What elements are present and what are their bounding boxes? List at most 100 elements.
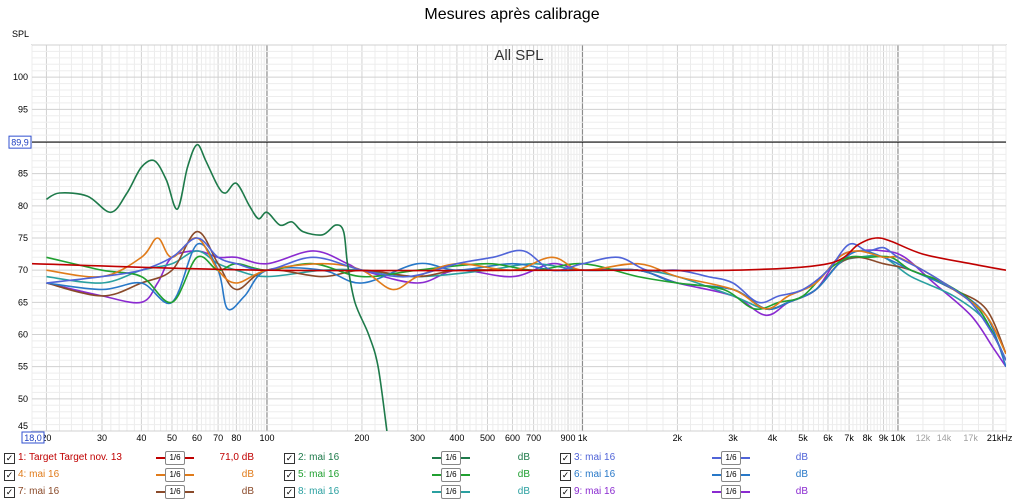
- y-tick-label: 85: [18, 169, 28, 179]
- legend-item: ✓ 1: Target Target nov. 13: [4, 450, 144, 466]
- x-tick-label: 80: [231, 433, 241, 443]
- x-tick-label: 1k: [578, 433, 588, 443]
- smoothing-label: 1/6: [165, 468, 185, 482]
- legend-label: 7: mai 16: [18, 486, 60, 497]
- cursor-x-box[interactable]: [21, 431, 45, 444]
- y-tick-label: 50: [18, 394, 28, 404]
- legend-smoothing-button[interactable]: 1/6: [432, 468, 470, 482]
- legend-item: ✓ 6: mai 16: [560, 467, 700, 483]
- smoothing-label: 1/6: [721, 485, 741, 499]
- legend-checkbox[interactable]: ✓: [560, 470, 571, 481]
- series-1-curve: [32, 237, 1006, 272]
- legend-checkbox[interactable]: ✓: [560, 453, 571, 464]
- smoothing-label: 1/6: [721, 468, 741, 482]
- x-tick-label: 7k: [844, 433, 854, 443]
- x-tick-label: 14k: [937, 433, 952, 443]
- y-tick-label: 55: [18, 362, 28, 372]
- legend-row: ✓ 1: Target Target nov. 13 1/6 71,0 dB ✓ 2: m…: [0, 450, 1024, 466]
- x-tick-label: 9k: [879, 433, 889, 443]
- legend-label: 5: mai 16: [298, 469, 340, 480]
- legend-smoothing-button[interactable]: 1/6: [432, 485, 470, 499]
- legend-checkbox[interactable]: ✓: [4, 470, 15, 481]
- cursor-y-label: 89,9: [11, 138, 29, 148]
- x-tick-label: 400: [449, 433, 464, 443]
- legend-item: ✓ 4: mai 16: [4, 467, 144, 483]
- legend-db-value: dB: [795, 452, 808, 463]
- legend-smoothing-button[interactable]: 1/6: [712, 451, 750, 465]
- x-tick-label: 10k: [891, 433, 906, 443]
- legend-checkbox[interactable]: ✓: [284, 487, 295, 498]
- x-tick-label: 30: [97, 433, 107, 443]
- grid: [31, 44, 1007, 432]
- legend-label: 6: mai 16: [574, 469, 616, 480]
- legend-item: ✓ 3: mai 16: [560, 450, 700, 466]
- x-tick-label: 500: [480, 433, 495, 443]
- x-tick-label: 300: [410, 433, 425, 443]
- legend-item: ✓ 7: mai 16: [4, 484, 144, 500]
- series-3-curve: [46, 237, 1006, 361]
- y-tick-label: 80: [18, 201, 28, 211]
- x-tick-label: 70: [213, 433, 223, 443]
- x-tick-label: 20: [41, 433, 51, 443]
- x-tick-label: 21kHz: [987, 433, 1013, 443]
- smoothing-label: 1/6: [721, 451, 741, 465]
- x-tick-label: 8k: [863, 433, 873, 443]
- smoothing-label: 1/6: [441, 468, 461, 482]
- legend-label: 3: mai 16: [574, 452, 616, 463]
- cursor-x-label: 18,0: [24, 433, 42, 443]
- x-tick-label: 12k: [916, 433, 931, 443]
- legend-label: 4: mai 16: [18, 469, 60, 480]
- x-tick-label: 900: [561, 433, 576, 443]
- legend-smoothing-button[interactable]: 1/6: [432, 451, 470, 465]
- legend-checkbox[interactable]: ✓: [4, 487, 15, 498]
- legend-row: ✓ 4: mai 16 1/6 dB ✓ 5: mai 16 1/6 dB ✓ 6: mai 16…: [0, 467, 1024, 483]
- x-tick-label: 17k: [963, 433, 978, 443]
- legend-smoothing-button[interactable]: 1/6: [156, 451, 194, 465]
- x-tick-label: 60: [192, 433, 202, 443]
- x-tick-label: 6k: [823, 433, 833, 443]
- y-tick-label: 75: [18, 233, 28, 243]
- legend-label: 2: mai 16: [298, 452, 340, 463]
- x-tick-label: 3k: [728, 433, 738, 443]
- series-2-curve: [45, 143, 388, 431]
- legend-checkbox[interactable]: ✓: [4, 453, 15, 464]
- chart-title: Mesures après calibrage: [424, 6, 600, 23]
- legend-db-value: dB: [517, 452, 530, 463]
- curves: [32, 143, 1006, 431]
- legend-item: ✓ 8: mai 16: [284, 484, 424, 500]
- x-tick-label: 200: [354, 433, 369, 443]
- legend-db-value: 71,0 dB: [219, 452, 254, 463]
- smoothing-label: 1/6: [165, 451, 185, 465]
- legend-checkbox[interactable]: ✓: [284, 470, 295, 481]
- legend-smoothing-button[interactable]: 1/6: [712, 468, 750, 482]
- x-tick-label: 50: [167, 433, 177, 443]
- legend-db-value: dB: [241, 486, 254, 497]
- legend-smoothing-button[interactable]: 1/6: [156, 485, 194, 499]
- chart-subtitle: All SPL: [494, 47, 543, 64]
- legend-item: ✓ 5: mai 16: [284, 467, 424, 483]
- legend-smoothing-button[interactable]: 1/6: [156, 468, 194, 482]
- smoothing-label: 1/6: [441, 485, 461, 499]
- x-tick-label: 2k: [673, 433, 683, 443]
- legend-label: 8: mai 16: [298, 486, 340, 497]
- legend-item: ✓ 2: mai 16: [284, 450, 424, 466]
- legend-label: 9: mai 16: [574, 486, 616, 497]
- x-tick-label: 600: [505, 433, 520, 443]
- legend-item: ✓ 9: mai 16: [560, 484, 700, 500]
- y-tick-label: 95: [18, 104, 28, 114]
- x-tick-label: 40: [136, 433, 146, 443]
- x-tick-label: 5k: [798, 433, 808, 443]
- smoothing-label: 1/6: [441, 451, 461, 465]
- legend-db-value: dB: [241, 469, 254, 480]
- legend-smoothing-button[interactable]: 1/6: [712, 485, 750, 499]
- legend-checkbox[interactable]: ✓: [284, 453, 295, 464]
- y-tick-label: 100: [13, 72, 28, 82]
- frequency-response-chart[interactable]: SPL 50 55 60 65 70 75 80 85 95 100 45 20 30 40 50 60 70 80…: [0, 0, 1024, 450]
- legend-label: 1: Target Target nov. 13: [18, 452, 122, 463]
- cursor-y-box[interactable]: [8, 135, 32, 149]
- legend-db-value: dB: [795, 486, 808, 497]
- y-axis-label: SPL: [12, 29, 29, 39]
- x-tick-label: 700: [526, 433, 541, 443]
- legend-db-value: dB: [517, 486, 530, 497]
- legend-checkbox[interactable]: ✓: [560, 487, 571, 498]
